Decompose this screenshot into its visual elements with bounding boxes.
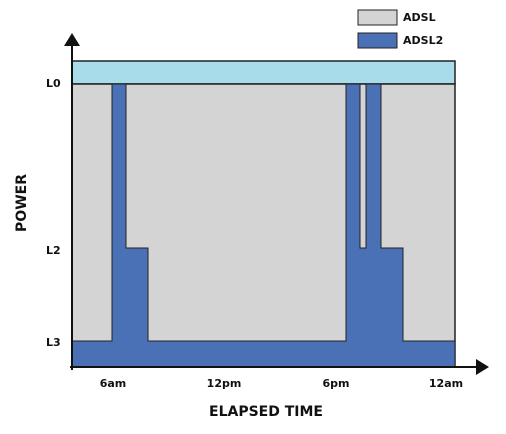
legend-label: ADSL2	[403, 34, 443, 47]
l0-band	[71, 60, 456, 85]
x-tick-label: 12am	[429, 377, 463, 390]
x-axis-title: ELAPSED TIME	[209, 404, 323, 420]
legend-label: ADSL	[403, 11, 436, 24]
x-tick-label: 12pm	[207, 377, 242, 390]
y-tick-label: L0	[46, 77, 61, 90]
legend-swatch-adsl2	[357, 32, 398, 49]
y-tick-label: L2	[46, 244, 61, 257]
y-arrow	[64, 33, 80, 46]
x-tick-label: 6pm	[323, 377, 350, 390]
y-tick-label: L3	[46, 336, 61, 349]
x-tick-label: 6am	[100, 377, 127, 390]
legend-swatch-adsl	[357, 9, 398, 26]
y-axis-title: POWER	[14, 174, 30, 232]
x-arrow	[476, 359, 489, 375]
adsl2-area	[71, 83, 456, 368]
